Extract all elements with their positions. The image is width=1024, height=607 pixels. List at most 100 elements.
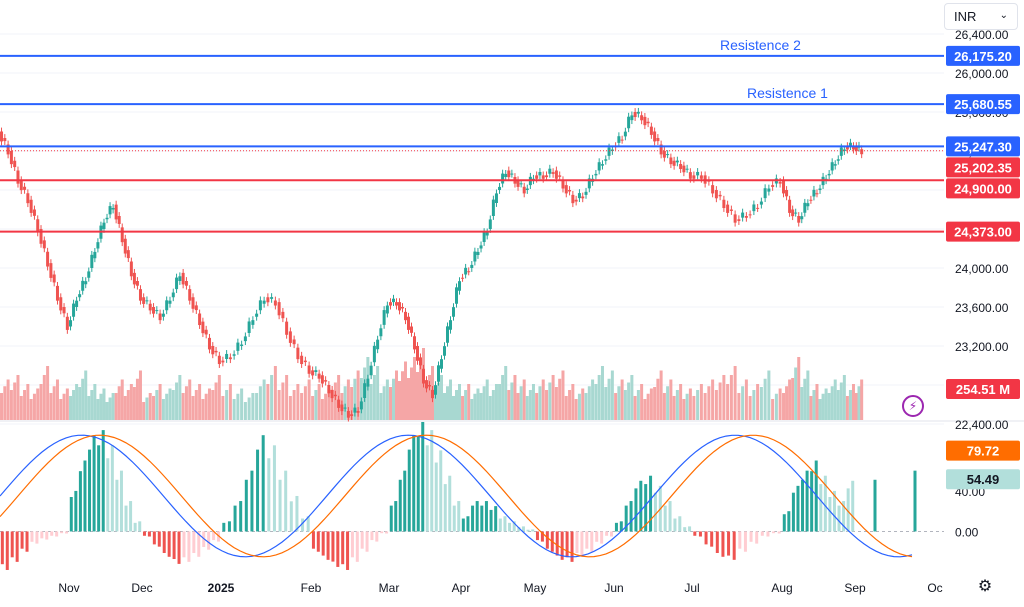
volume-bar bbox=[372, 375, 376, 420]
lightning-icon[interactable]: ⚡ bbox=[902, 395, 924, 417]
candle bbox=[633, 108, 637, 121]
candle bbox=[228, 353, 232, 364]
volume-bar bbox=[741, 386, 745, 420]
candle-body bbox=[376, 339, 380, 350]
volume-bar bbox=[548, 382, 552, 420]
volume-bar bbox=[16, 375, 20, 420]
candle bbox=[682, 161, 686, 177]
candle-body bbox=[277, 302, 281, 316]
volume-bar bbox=[501, 375, 505, 420]
candle bbox=[494, 189, 498, 207]
volume-bar bbox=[152, 396, 156, 420]
candle bbox=[75, 296, 79, 311]
currency-selector[interactable]: INR ⌄ bbox=[944, 3, 1018, 30]
volume-bar bbox=[815, 384, 819, 420]
candle-body bbox=[476, 251, 480, 255]
volume-bar bbox=[59, 399, 63, 420]
volume-bar bbox=[656, 378, 660, 420]
candle bbox=[653, 127, 657, 146]
candle-body bbox=[255, 313, 259, 317]
candle-body bbox=[504, 173, 508, 177]
candle bbox=[389, 298, 392, 310]
volume-bar bbox=[504, 366, 508, 420]
volume-bar bbox=[317, 384, 321, 420]
candle-body bbox=[525, 188, 529, 190]
candle-body bbox=[692, 175, 696, 179]
candle-body bbox=[561, 180, 565, 189]
candle bbox=[158, 309, 162, 325]
volume-bar bbox=[620, 379, 624, 420]
candle bbox=[827, 170, 831, 180]
candle bbox=[398, 298, 401, 315]
candle-body bbox=[568, 190, 572, 192]
osc-bar bbox=[250, 470, 254, 532]
volume-bar bbox=[292, 390, 296, 420]
candle bbox=[455, 283, 458, 308]
candle-body bbox=[225, 353, 229, 359]
volume-bar bbox=[491, 390, 495, 420]
osc-bar bbox=[555, 531, 559, 556]
candle bbox=[600, 160, 604, 170]
candle bbox=[392, 294, 395, 307]
osc-bar bbox=[138, 521, 142, 532]
candle-body bbox=[564, 185, 568, 194]
candle bbox=[504, 170, 508, 181]
volume-bar bbox=[554, 387, 558, 420]
candle bbox=[437, 361, 440, 386]
volume-bar bbox=[818, 399, 822, 420]
volume-bar bbox=[581, 388, 585, 420]
volume-bar bbox=[437, 382, 440, 420]
candle-body bbox=[111, 208, 115, 210]
horizontal-lines: Resistence 2 Resistence 1 bbox=[0, 37, 944, 233]
osc-bar bbox=[851, 480, 855, 532]
volume-bar bbox=[482, 386, 486, 420]
candle bbox=[419, 353, 422, 370]
volume-bar bbox=[29, 399, 33, 420]
candle bbox=[359, 397, 363, 414]
candle bbox=[425, 376, 428, 393]
volume-bar bbox=[627, 382, 631, 420]
volume-badge-bg bbox=[946, 379, 1020, 399]
volume-bar bbox=[13, 382, 17, 420]
osc-bar bbox=[678, 516, 682, 532]
candle bbox=[561, 176, 565, 193]
volume-bar bbox=[392, 378, 395, 420]
volume-bar bbox=[251, 393, 255, 420]
volume-bar bbox=[353, 378, 357, 420]
candle bbox=[16, 166, 20, 188]
candle bbox=[55, 281, 59, 305]
osc-bar bbox=[60, 531, 64, 534]
candle-body bbox=[782, 180, 786, 194]
candle bbox=[111, 204, 115, 214]
osc-bar bbox=[595, 531, 599, 542]
volume-bar bbox=[135, 378, 139, 420]
volume-bar bbox=[800, 387, 804, 420]
volume-bar bbox=[201, 399, 205, 420]
candle-body bbox=[437, 365, 440, 382]
osc-bar bbox=[106, 458, 110, 532]
osc-bar bbox=[749, 531, 753, 542]
volume-bar bbox=[679, 384, 683, 420]
candle bbox=[343, 403, 347, 412]
candle bbox=[791, 205, 795, 221]
volume-bar bbox=[845, 396, 849, 420]
gear-icon[interactable]: ⚙ bbox=[977, 578, 993, 595]
candle-body bbox=[87, 271, 91, 278]
volume-bar bbox=[494, 384, 498, 420]
price-labels: 26,175.20 25,680.55 25,247.30 25,202.35 24,9… bbox=[946, 45, 1020, 490]
volume-bar bbox=[531, 384, 535, 420]
candle bbox=[756, 203, 760, 212]
candle-body bbox=[330, 389, 334, 399]
candle-body bbox=[470, 264, 474, 268]
candle-body bbox=[72, 303, 76, 317]
osc-bar bbox=[227, 521, 231, 532]
osc-bar bbox=[475, 501, 479, 532]
candle bbox=[584, 187, 588, 199]
osc-bar bbox=[239, 501, 243, 532]
candle-body bbox=[175, 277, 179, 290]
candle-body bbox=[535, 175, 539, 179]
volume-bar bbox=[498, 384, 502, 420]
candle bbox=[327, 381, 331, 398]
